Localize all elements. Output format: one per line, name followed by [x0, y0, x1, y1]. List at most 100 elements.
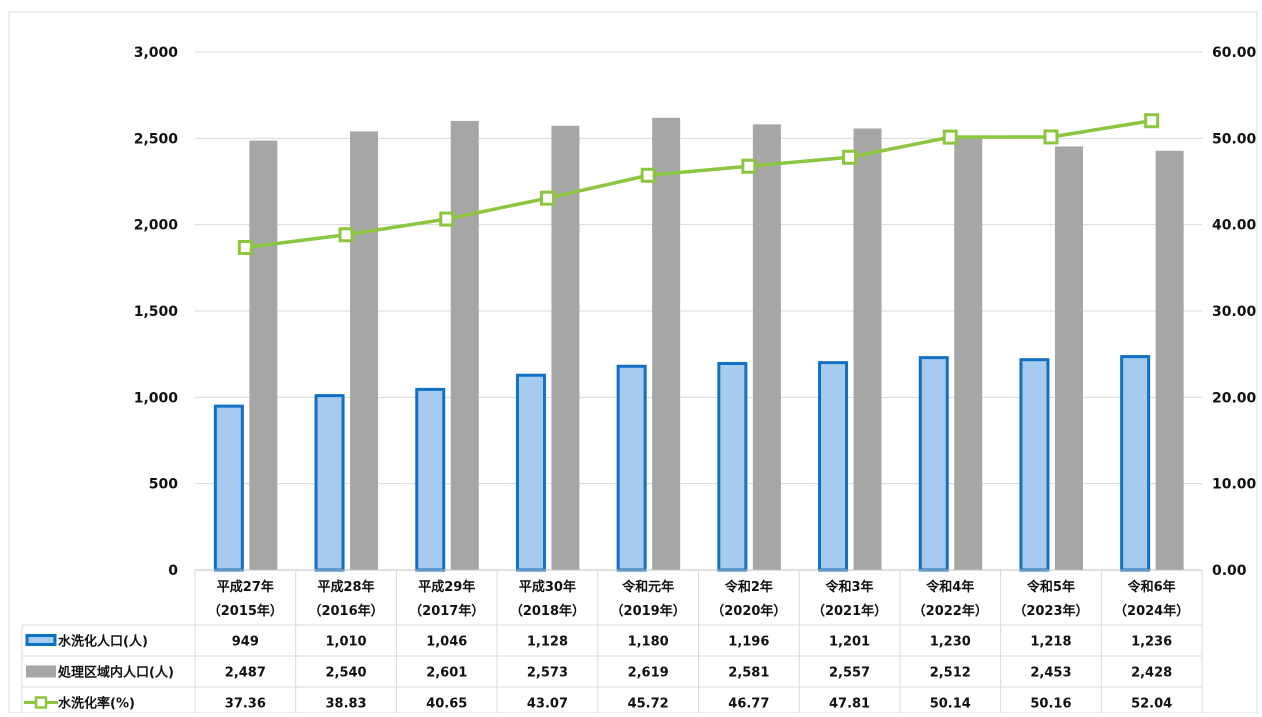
- y-left-tick-label: 0: [168, 563, 178, 579]
- table-cell-value: 43.07: [527, 697, 568, 712]
- category-label: （2017年）: [409, 603, 484, 619]
- line-marker: [741, 158, 757, 174]
- bar-water-population: [818, 361, 849, 572]
- table-cell-value: 1,010: [325, 635, 366, 650]
- bar-area-population: [752, 124, 781, 570]
- bar-water-population: [213, 404, 244, 572]
- y-left-tick-label: 2,500: [134, 131, 179, 147]
- category-label: 平成30年: [519, 579, 576, 595]
- category-label: （2019年）: [611, 603, 686, 619]
- legend-label: 水洗化人口(人): [58, 634, 148, 650]
- legend-label: 水洗化率(%): [58, 696, 135, 712]
- bar-area-population: [954, 136, 983, 570]
- y-right-tick-label: 30.00: [1212, 304, 1257, 320]
- category-label: 令和3年: [826, 579, 874, 595]
- bar-area-population: [450, 120, 479, 571]
- table-cell-value: 2,453: [1030, 666, 1071, 681]
- category-label: 平成28年: [318, 579, 375, 595]
- table-cell-value: 46.77: [728, 697, 769, 712]
- table-cell-value: 2,601: [426, 666, 467, 681]
- bar-water-population: [616, 364, 647, 572]
- table-cell-value: 1,230: [930, 635, 971, 650]
- line-flush-rate: [245, 118, 1152, 250]
- table-cell-value: 50.16: [1030, 697, 1071, 712]
- bar-area-population: [652, 117, 681, 570]
- legend-key-water-population: [25, 634, 57, 646]
- bar-water-population: [918, 356, 949, 572]
- bar-area-population: [1054, 146, 1083, 570]
- bar-water-population: [1019, 358, 1050, 572]
- category-label: （2024年）: [1114, 603, 1189, 619]
- y-right-tick-label: 60.00: [1212, 45, 1257, 61]
- line-marker: [1144, 113, 1160, 129]
- line-marker: [842, 149, 858, 165]
- category-label: 令和5年: [1027, 579, 1075, 595]
- category-label: （2022年）: [913, 603, 988, 619]
- table-cell-value: 1,236: [1131, 635, 1172, 650]
- table-cell-value: 1,046: [426, 635, 467, 650]
- category-label: 平成29年: [418, 579, 475, 595]
- line-marker: [640, 167, 656, 183]
- category-label: 令和2年: [725, 579, 773, 595]
- bar-water-population: [415, 387, 446, 572]
- y-left-tick-label: 3,000: [134, 45, 179, 61]
- table-cell-value: 2,487: [225, 666, 266, 681]
- bar-area-population: [853, 128, 882, 570]
- legend-label: 処理区域内人口(人): [57, 665, 174, 681]
- table-cell-value: 2,619: [628, 666, 669, 681]
- table-cell-value: 1,218: [1030, 635, 1071, 650]
- table-cell-value: 38.83: [325, 697, 366, 712]
- line-marker: [539, 190, 555, 206]
- y-right-tick-label: 40.00: [1212, 218, 1257, 234]
- table-cell-value: 50.14: [930, 697, 971, 712]
- category-label: 令和4年: [926, 579, 974, 595]
- legend-key-flush-rate-marker: [34, 696, 48, 709]
- table-cell-value: 1,128: [527, 635, 568, 650]
- bar-water-population: [515, 373, 546, 572]
- category-label: （2023年）: [1013, 603, 1088, 619]
- table-cell-value: 949: [232, 635, 259, 650]
- category-label: （2021年）: [812, 603, 887, 619]
- category-label: （2018年）: [510, 603, 585, 619]
- line-marker: [338, 227, 354, 243]
- line-marker: [237, 239, 253, 255]
- table-cell-value: 1,201: [829, 635, 870, 650]
- table-cell-value: 1,180: [628, 635, 669, 650]
- y-right-tick-label: 50.00: [1212, 131, 1257, 147]
- table-cell-value: 2,540: [325, 666, 366, 681]
- category-label: 令和元年: [622, 579, 674, 595]
- table-cell-value: 2,512: [930, 666, 971, 681]
- bar-water-population: [314, 394, 345, 572]
- bar-water-population: [717, 361, 748, 572]
- bar-area-population: [350, 131, 379, 570]
- line-marker: [1043, 129, 1059, 145]
- y-right-tick-label: 10.00: [1212, 477, 1257, 493]
- y-left-tick-label: 500: [149, 477, 178, 493]
- table-cell-value: 52.04: [1131, 697, 1172, 712]
- category-label: （2016年）: [308, 603, 383, 619]
- category-label: （2020年）: [711, 603, 786, 619]
- table-cell-value: 45.72: [628, 697, 669, 712]
- category-label: （2015年）: [208, 603, 283, 619]
- y-right-tick-label: 20.00: [1212, 390, 1257, 406]
- bar-area-population: [1155, 150, 1184, 571]
- table-cell-value: 2,581: [728, 666, 769, 681]
- line-marker: [439, 211, 455, 227]
- bar-area-population: [551, 125, 580, 570]
- line-marker: [942, 129, 958, 145]
- bar-water-population: [1120, 355, 1151, 572]
- table-cell-value: 47.81: [829, 697, 870, 712]
- table-cell-value: 1,196: [728, 635, 769, 650]
- y-left-tick-label: 1,000: [134, 390, 179, 406]
- y-right-tick-label: 0.00: [1212, 563, 1247, 579]
- y-left-tick-label: 1,500: [134, 304, 179, 320]
- table-cell-value: 2,428: [1131, 666, 1172, 681]
- y-left-tick-label: 2,000: [134, 218, 179, 234]
- table-cell-value: 2,573: [527, 666, 568, 681]
- bar-area-population: [249, 140, 278, 570]
- category-label: 平成27年: [217, 579, 274, 595]
- table-cell-value: 37.36: [225, 697, 266, 712]
- table-cell-value: 2,557: [829, 666, 870, 681]
